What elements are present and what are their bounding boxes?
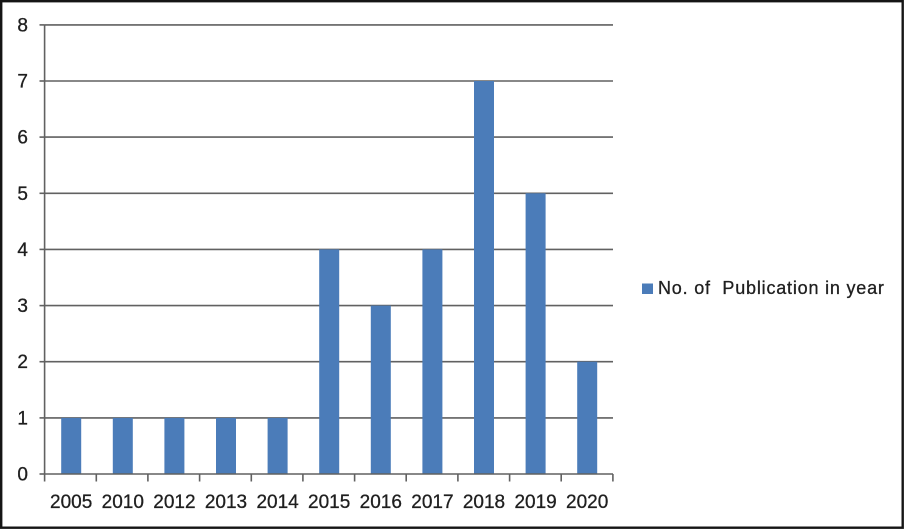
svg-text:3: 3 (17, 296, 28, 317)
svg-text:6: 6 (17, 128, 28, 149)
svg-text:0: 0 (17, 465, 28, 486)
svg-text:2005: 2005 (50, 492, 92, 513)
svg-text:2014: 2014 (256, 492, 299, 513)
svg-text:2015: 2015 (308, 492, 350, 513)
svg-text:2012: 2012 (153, 492, 195, 513)
svg-text:8: 8 (17, 15, 28, 36)
svg-text:2016: 2016 (360, 492, 402, 513)
svg-text:2020: 2020 (566, 492, 608, 513)
svg-text:4: 4 (17, 240, 28, 261)
svg-text:2019: 2019 (514, 492, 556, 513)
svg-text:7: 7 (17, 72, 28, 93)
svg-text:1: 1 (17, 408, 28, 429)
svg-text:No. of Publication in year: No. of Publication in year (658, 278, 885, 298)
svg-text:2013: 2013 (205, 492, 247, 513)
svg-text:5: 5 (17, 184, 28, 205)
svg-text:2018: 2018 (463, 492, 505, 513)
svg-text:2010: 2010 (102, 492, 144, 513)
svg-text:2: 2 (17, 352, 28, 373)
svg-text:2017: 2017 (411, 492, 453, 513)
